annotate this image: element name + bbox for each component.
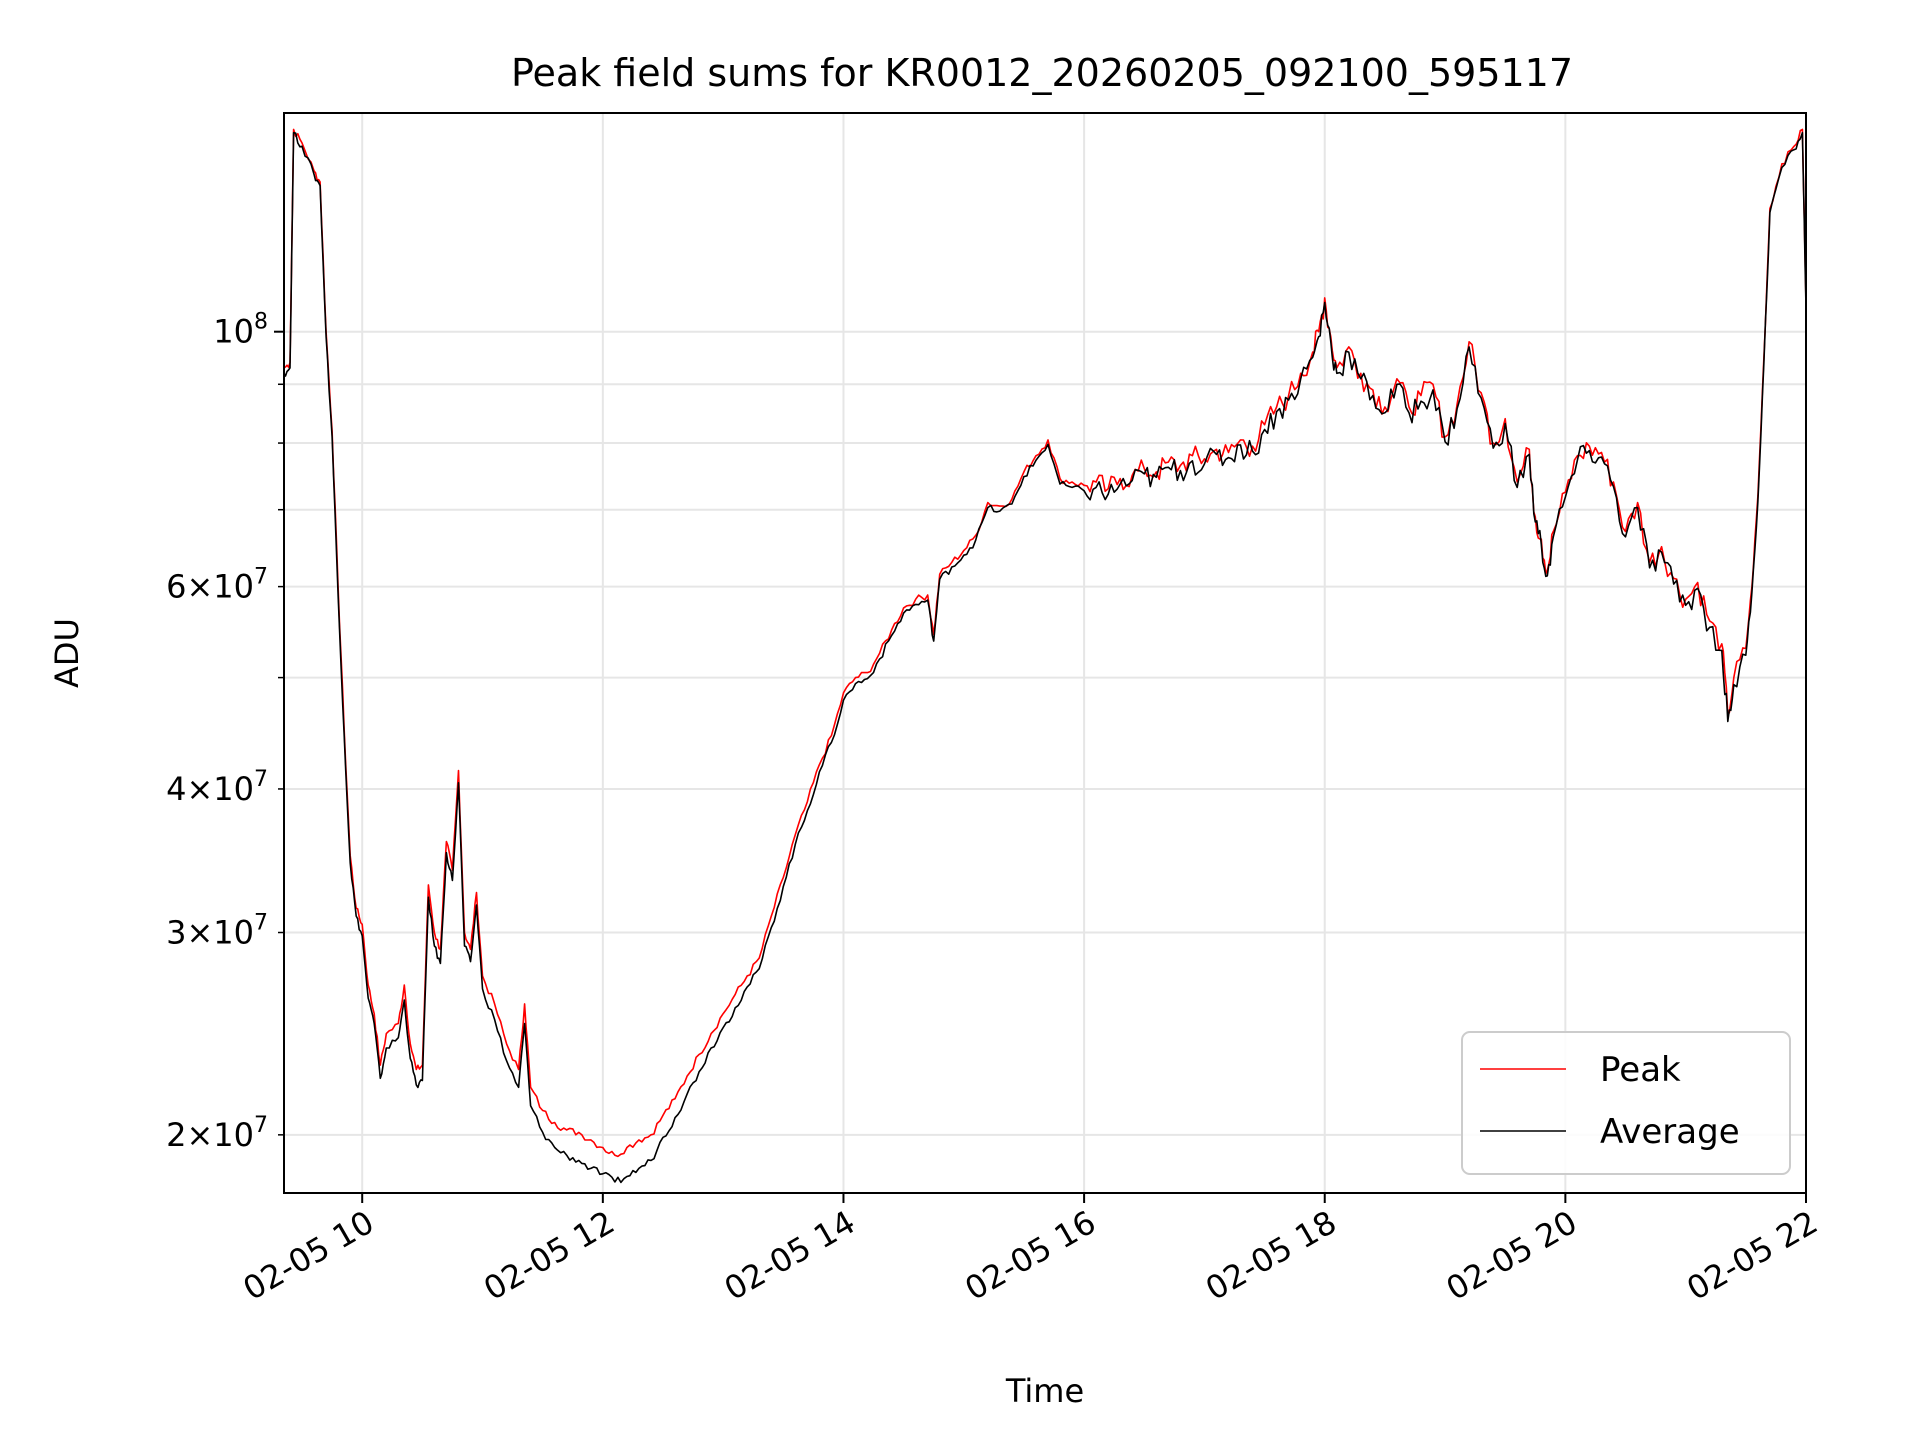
y-axis-label: ADU [48, 618, 86, 688]
series-line-average [283, 131, 1807, 1184]
y-tick-label: 4×107 [166, 767, 268, 808]
legend-label-average: Average [1600, 1112, 1740, 1152]
legend: Peak Average [1461, 1031, 1791, 1175]
y-tick-label: 2×107 [166, 1113, 268, 1154]
legend-box [1461, 1031, 1791, 1175]
y-tick-label: 6×107 [166, 565, 268, 606]
grid-lines [284, 113, 1807, 1193]
legend-label-peak: Peak [1600, 1050, 1681, 1090]
y-tick-label: 108 [213, 310, 268, 351]
plot-series [283, 128, 1807, 1184]
x-axis-label: Time [1005, 1372, 1084, 1410]
plot-frame [283, 112, 1807, 1194]
series-line-peak [283, 128, 1807, 1158]
chart-title: Peak field sums for KR0012_20260205_0921… [511, 51, 1573, 95]
y-tick-label: 3×107 [166, 911, 268, 952]
